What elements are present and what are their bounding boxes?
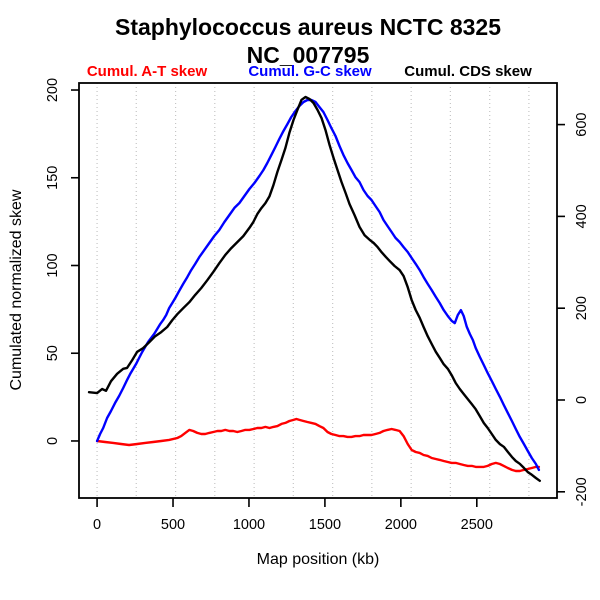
series-line-cumul-a-t-skew — [95, 417, 541, 473]
x-axis-tick-label: 1500 — [309, 517, 341, 533]
y-left-tick-label: 50 — [45, 345, 61, 361]
x-axis-tick-label: 500 — [161, 517, 185, 533]
y-left-tick-label: 200 — [45, 78, 61, 102]
x-axis-title: Map position (kb) — [256, 551, 380, 568]
y-axis-title: Cumulated normalized skew — [8, 189, 25, 391]
chart-subtitle: NC_007795 — [246, 42, 370, 68]
x-axis-tick-label: 2500 — [461, 517, 493, 533]
chart-title: Staphylococcus aureus NCTC 8325 — [114, 14, 502, 40]
y-right-tick-label: 600 — [574, 112, 590, 136]
y-left-tick-label: 150 — [45, 166, 61, 190]
y-right-tick-label: 200 — [574, 296, 590, 320]
y-left-tick-label: 100 — [45, 253, 61, 277]
legend-item-cumul-cds-skew: Cumul. CDS skew — [404, 63, 532, 80]
x-axis-tick-label: 1000 — [233, 517, 265, 533]
x-axis-tick-label: 0 — [93, 517, 101, 533]
series-line-cumul-cds-skew — [87, 95, 541, 482]
plot-frame — [78, 82, 558, 499]
y-right-tick-label: 0 — [574, 396, 590, 404]
x-axis-tick-label: 2000 — [385, 517, 417, 533]
y-right-tick-label: -200 — [574, 477, 590, 506]
y-left-tick-label: 0 — [45, 437, 61, 445]
y-right-tick-label: 400 — [574, 204, 590, 228]
legend-item-cumul-gc-skew: Cumul. G-C skew — [248, 63, 372, 80]
series-line-cumul-g-c-skew — [95, 98, 541, 472]
legend-item-cumul-at-skew: Cumul. A-T skew — [86, 63, 208, 80]
